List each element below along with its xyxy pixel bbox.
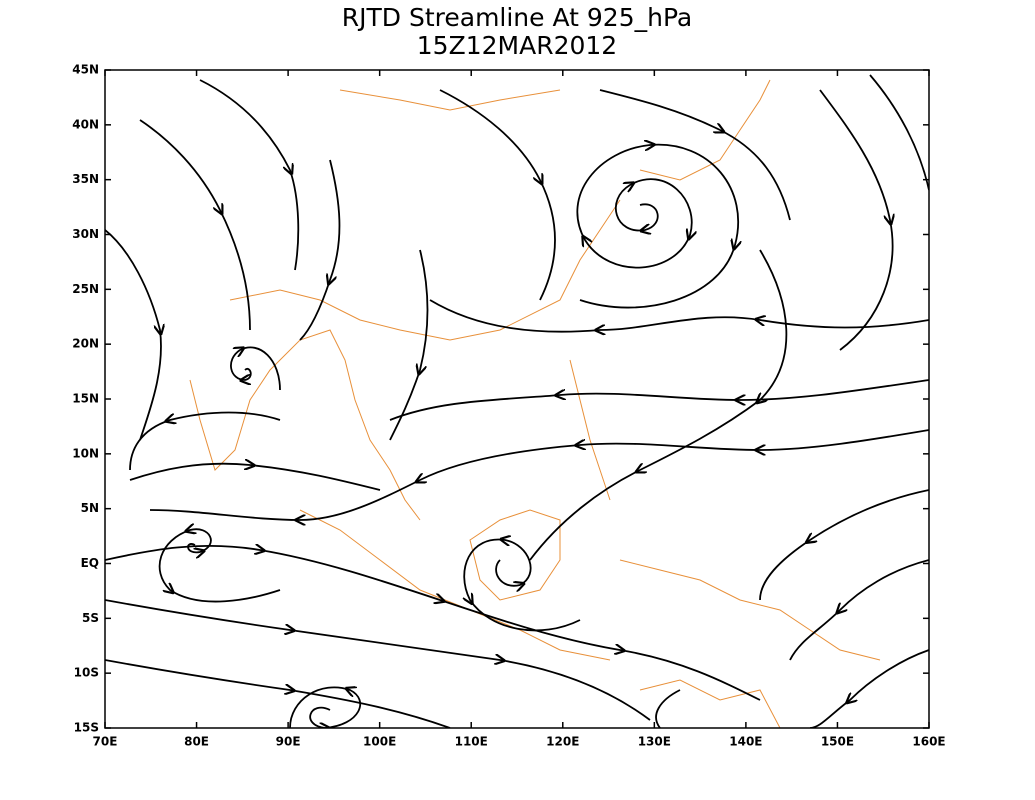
x-tick-label: 150E <box>821 735 854 749</box>
x-tick-label: 120E <box>546 735 579 749</box>
axes: 70E 80E 90E 100E 110E 120E 130E 140E 150E 160E 15S… <box>72 63 945 749</box>
x-tick-label: 80E <box>184 735 209 749</box>
y-tick-label: 40N <box>72 117 99 131</box>
y-tick-label: EQ <box>81 556 99 570</box>
y-tick-label: 25N <box>72 282 99 296</box>
y-tick-label: 30N <box>72 227 99 241</box>
x-tick-label: 90E <box>276 735 301 749</box>
y-tick-label: 5S <box>82 611 99 625</box>
y-tick-label: 45N <box>72 63 99 77</box>
y-tick-label: 15N <box>72 392 99 406</box>
x-tick-label: 110E <box>455 735 488 749</box>
y-tick-label: 5N <box>81 501 99 515</box>
x-tick-label: 140E <box>729 735 762 749</box>
y-tick-label: 20N <box>72 337 99 351</box>
x-tick-label: 100E <box>363 735 396 749</box>
subtitle: 15Z12MAR2012 <box>417 31 617 60</box>
title: RJTD Streamline At 925_hPa <box>342 3 692 32</box>
x-tick-label: 70E <box>93 735 118 749</box>
x-tick-label: 160E <box>912 735 945 749</box>
y-tick-label: 10S <box>74 666 99 680</box>
x-tick-label: 130E <box>638 735 671 749</box>
streamlines <box>105 74 929 728</box>
y-tick-label: 35N <box>72 172 99 186</box>
y-tick-label: 10N <box>72 446 99 460</box>
y-tick-label: 15S <box>74 721 99 735</box>
